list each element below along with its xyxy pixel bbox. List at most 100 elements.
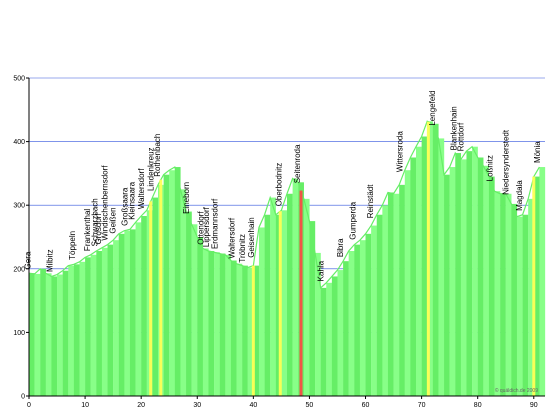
profile-bar	[186, 211, 192, 396]
profile-bar	[505, 193, 512, 396]
profile-bar	[191, 224, 198, 396]
place-label: Schwarzbach	[90, 198, 99, 246]
profile-bar	[45, 273, 52, 396]
place-label: Ottendorf	[196, 211, 205, 245]
profile-bar	[101, 247, 108, 396]
profile-bar	[393, 193, 400, 396]
profile-bar	[236, 263, 243, 396]
highlight-bar-red	[299, 190, 303, 396]
profile-bar	[96, 250, 103, 396]
place-label: Mönia	[533, 141, 542, 163]
profile-bar	[275, 214, 282, 396]
profile-bar	[455, 153, 462, 396]
profile-bar	[382, 205, 389, 396]
profile-bar	[472, 146, 478, 396]
tick-labels: 0 100 200 300 400 500 0 10 20 30 40 50 60 70 80 90	[13, 76, 537, 410]
profile-bar	[315, 252, 321, 396]
profile-bar	[34, 273, 41, 396]
profile-bar	[107, 244, 114, 396]
place-label: Magdala	[515, 180, 524, 211]
place-labels: Gera Milbitz Töppeln FrankenthalSchwarzbach…	[24, 90, 542, 281]
place-label: Niedersynderstedt	[502, 129, 511, 195]
profile-bar	[247, 267, 254, 396]
place-label: Lindenkreuz	[147, 147, 156, 191]
place-label: Großsaara	[121, 187, 130, 226]
profile-bar	[225, 254, 232, 396]
place-label: Lippersdorf	[202, 206, 211, 247]
profile-bar	[118, 233, 125, 396]
y-tick-label: 0	[21, 394, 25, 401]
highlight-bar-yellow	[159, 179, 163, 396]
profile-bar	[432, 123, 439, 397]
profile-bar	[62, 270, 69, 396]
profile-bar	[141, 216, 147, 396]
profile-bar	[466, 151, 473, 396]
profile-bar	[303, 198, 310, 396]
place-label: Rottdorf	[457, 122, 466, 151]
x-tick-label: 40	[249, 402, 257, 409]
profile-bar	[500, 193, 506, 396]
highlight-bars	[149, 121, 536, 396]
profile-bar	[371, 225, 377, 396]
profile-bar	[528, 198, 534, 396]
profile-bar	[79, 261, 86, 396]
profile-bar	[438, 138, 445, 397]
profile-bar	[113, 240, 119, 396]
profile-bar	[483, 165, 490, 396]
profile-bar	[539, 167, 546, 396]
profile-bars	[28, 120, 546, 397]
place-label: Wittersroda	[396, 131, 405, 172]
highlight-bar-yellow	[532, 176, 536, 396]
profile-bar	[163, 174, 170, 396]
profile-bar	[135, 222, 142, 396]
profile-bar	[124, 230, 131, 396]
profile-bar	[73, 264, 80, 396]
profile-bar	[270, 197, 276, 396]
profile-bar	[197, 237, 204, 396]
y-tick-label: 300	[13, 203, 25, 210]
profile-bar	[85, 257, 91, 396]
profile-bar	[477, 157, 484, 396]
profile-bar	[242, 265, 248, 396]
place-label: Windischenbernsdorf	[101, 165, 110, 241]
profile-bar	[51, 276, 58, 396]
x-tick-label: 10	[81, 402, 89, 409]
x-tick-label: 20	[137, 402, 145, 409]
place-label: Oberbodnitz	[274, 163, 283, 207]
profile-bar	[427, 121, 433, 397]
profile-bar	[354, 244, 361, 396]
place-label: Milbitz	[46, 249, 55, 272]
place-label: Kleinsaara	[127, 181, 136, 219]
place-label: Bibra	[336, 238, 345, 257]
place-label: Tröbnitz	[238, 234, 247, 263]
highlight-bar-yellow	[149, 201, 153, 396]
place-label: Gumperda	[348, 201, 357, 239]
profile-bar	[202, 248, 209, 396]
profile-bar	[40, 268, 46, 396]
highlight-bar-yellow	[251, 265, 255, 396]
profile-bar	[348, 250, 355, 396]
axes	[28, 78, 545, 397]
profile-bar	[399, 184, 405, 396]
profile-bar	[29, 273, 35, 396]
profile-bar	[230, 260, 237, 396]
profile-bar	[376, 214, 383, 396]
place-label: Eineborn	[182, 182, 191, 214]
profile-bar	[337, 270, 344, 396]
y-tick-label: 500	[13, 76, 25, 83]
y-tick-label: 200	[13, 266, 25, 273]
profile-bar	[331, 276, 338, 396]
profile-bar	[152, 197, 159, 396]
place-label: Loßnitz	[485, 155, 494, 181]
profile-bar	[460, 159, 467, 396]
place-label: Reinstädt	[366, 184, 375, 219]
profile-bar	[533, 176, 540, 396]
profile-bar	[343, 261, 349, 396]
profile-bar	[516, 216, 523, 396]
copyright-text: © quäldich.de 2009	[495, 387, 538, 394]
profile-bar	[264, 214, 271, 396]
place-label: Grosdorf	[94, 213, 103, 245]
profile-bar	[68, 265, 75, 396]
profile-bar	[214, 252, 220, 396]
